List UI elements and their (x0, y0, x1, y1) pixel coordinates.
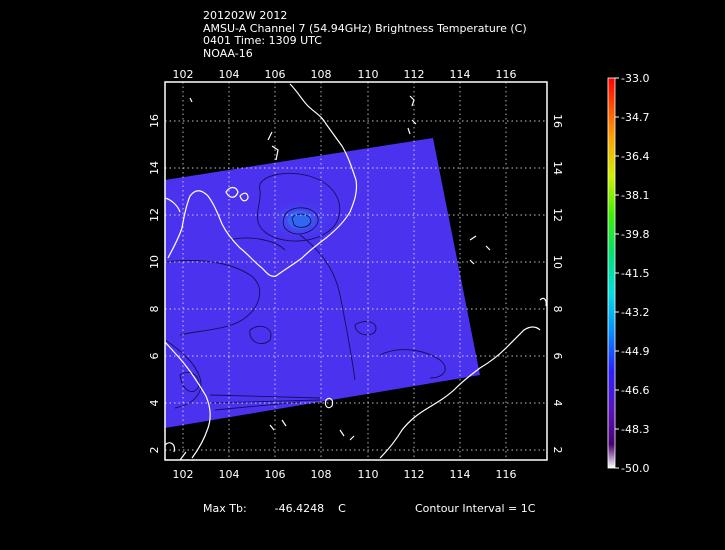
lat-tick-label: 12 (148, 208, 161, 222)
right-latitude-labels: 2 4 6 8 10 12 14 16 (551, 114, 564, 454)
lat-tick-label: 6 (551, 353, 564, 360)
lon-tick-label: 110 (358, 468, 379, 481)
lon-tick-label: 106 (265, 468, 286, 481)
colorbar-label: -38.1 (621, 189, 649, 202)
lat-tick-label: 8 (551, 306, 564, 313)
storm-id-title: 201202W 2012 (203, 9, 288, 22)
lon-tick-label: 112 (404, 468, 425, 481)
colorbar-label: -43.2 (621, 306, 649, 319)
satellite-title: NOAA-16 (203, 46, 253, 60)
colorbar-label: -41.5 (621, 267, 649, 280)
colorbar-label: -39.8 (621, 228, 649, 241)
lon-tick-label: 108 (311, 68, 332, 81)
lon-tick-label: 102 (173, 468, 194, 481)
lon-tick-label: 114 (450, 468, 471, 481)
lat-tick-label: 14 (148, 161, 161, 175)
max-tb-label: Max Tb: (203, 502, 247, 515)
lat-tick-label: 14 (551, 161, 564, 175)
max-tb-value: -46.4248 (274, 502, 325, 515)
time-title: 0401 Time: 1309 UTC (203, 34, 322, 47)
lon-tick-label: 116 (496, 68, 517, 81)
lon-tick-label: 108 (311, 468, 332, 481)
lat-tick-label: 10 (148, 255, 161, 269)
contour-interval-note: Contour Interval = 1C (415, 502, 536, 515)
lon-tick-label: 114 (450, 68, 471, 81)
bottom-longitude-labels: 102 104 106 108 110 112 114 116 (173, 468, 517, 481)
lon-tick-label: 116 (496, 468, 517, 481)
lat-tick-label: 6 (148, 353, 161, 360)
contour-lines (165, 172, 446, 411)
lat-tick-label: 16 (148, 114, 161, 128)
colorbar-label: -34.7 (621, 111, 649, 124)
colorbar-label: -33.0 (621, 72, 649, 85)
title-block: 201202W 2012 AMSU-A Channel 7 (54.94GHz)… (203, 9, 603, 60)
max-tb-readout: Max Tb: -46.4248 C (203, 502, 346, 515)
colorbar-scale (607, 77, 616, 469)
lat-tick-label: 2 (148, 447, 161, 454)
lat-tick-label: 10 (551, 255, 564, 269)
lon-tick-label: 102 (173, 68, 194, 81)
lon-tick-label: 106 (265, 68, 286, 81)
colorbar-label: -50.0 (621, 462, 649, 475)
lon-tick-label: 104 (219, 68, 240, 81)
max-tb-unit: C (338, 502, 346, 515)
lat-tick-label: 2 (551, 447, 564, 454)
lon-tick-label: 112 (404, 68, 425, 81)
colorbar: -33.0 -34.7 -36.4 -38.1 -39.8 -41.5 -43.… (607, 72, 649, 475)
colorbar-label: -46.6 (621, 384, 649, 397)
lat-tick-label: 12 (551, 208, 564, 222)
product-title: AMSU-A Channel 7 (54.94GHz) Brightness T… (203, 21, 527, 35)
colorbar-label: -48.3 (621, 423, 649, 436)
lon-tick-label: 104 (219, 468, 240, 481)
lat-tick-label: 4 (148, 400, 161, 407)
lat-tick-label: 16 (551, 114, 564, 128)
lon-tick-label: 110 (358, 68, 379, 81)
left-latitude-labels: 2 4 6 8 10 12 14 16 (148, 114, 161, 454)
top-longitude-labels: 102 104 106 108 110 112 114 116 (173, 68, 517, 81)
colorbar-label: -36.4 (621, 150, 649, 163)
coastlines (165, 83, 547, 460)
lat-tick-label: 4 (551, 400, 564, 407)
map-frame (164, 81, 548, 461)
graticule (165, 82, 547, 460)
lat-tick-label: 8 (148, 306, 161, 313)
colorbar-label: -44.9 (621, 345, 649, 358)
